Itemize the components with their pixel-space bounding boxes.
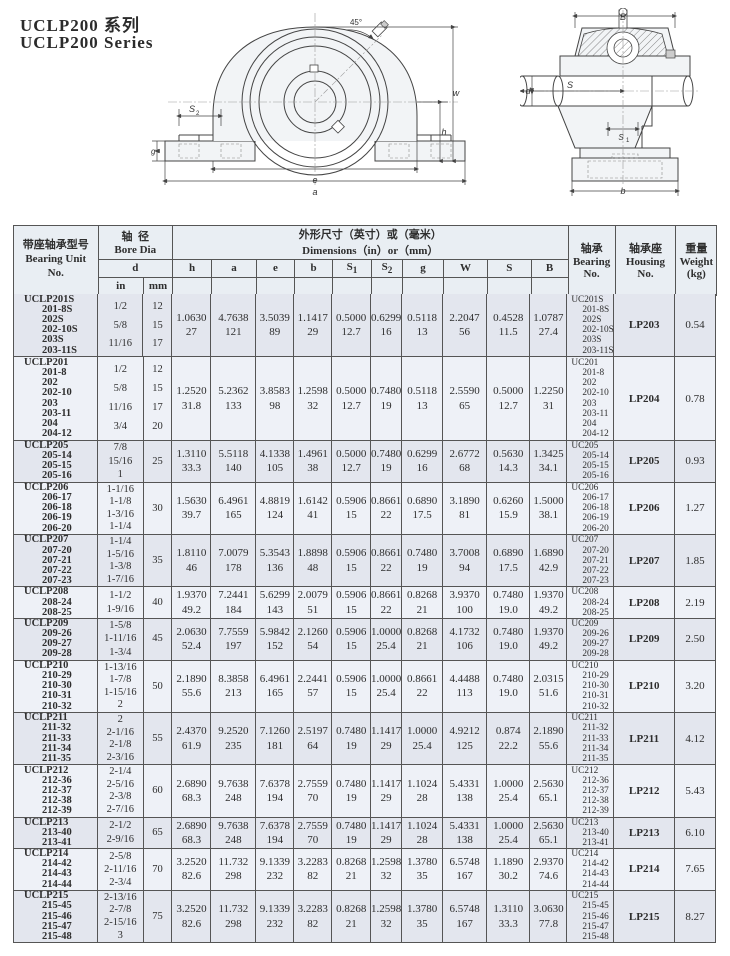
svg-text:g: g	[151, 147, 156, 156]
svg-text:w: w	[453, 88, 460, 98]
svg-text:b: b	[620, 186, 625, 196]
svg-text:S: S	[567, 80, 573, 90]
svg-text:S: S	[618, 133, 624, 142]
svg-text:S: S	[189, 104, 195, 114]
svg-text:45°: 45°	[350, 18, 362, 27]
svg-text:a: a	[312, 187, 317, 197]
svg-text:e: e	[312, 175, 317, 185]
svg-text:h: h	[441, 127, 446, 137]
svg-text:B: B	[620, 12, 626, 22]
